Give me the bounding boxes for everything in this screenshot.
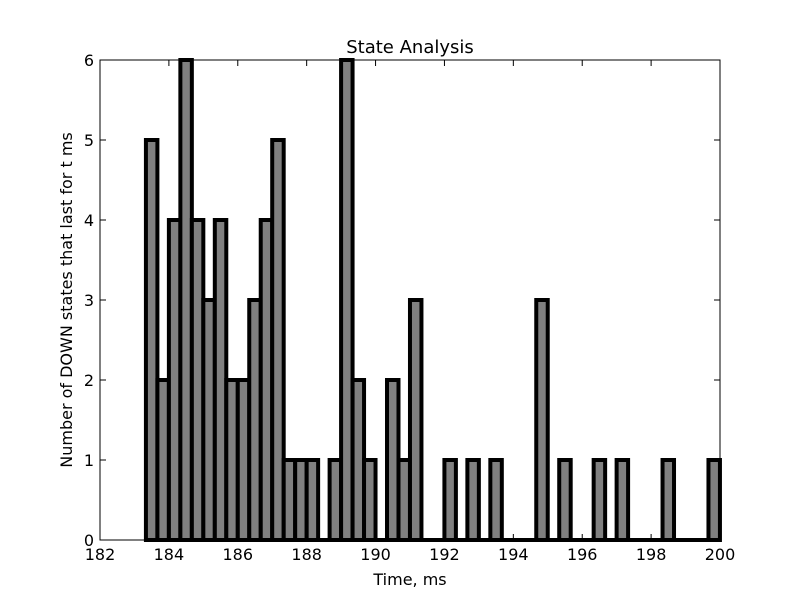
axis-ticks: 182 184 186 188 190 192 194 196 198 200 0 1 2 3 4 5 6 — [84, 51, 735, 564]
histogram-bar — [591, 458, 608, 542]
y-tick-label: 3 — [84, 291, 94, 310]
y-tick-label: 6 — [84, 51, 94, 70]
y-tick-label: 4 — [84, 211, 94, 230]
x-tick-label: 182 — [85, 545, 116, 564]
x-tick-label: 200 — [705, 545, 736, 564]
x-axis-label: Time, ms — [372, 570, 446, 589]
histogram-bar — [557, 458, 573, 542]
histogram-bar — [706, 458, 722, 542]
chart-title: State Analysis — [346, 37, 474, 58]
histogram-bar — [534, 298, 550, 542]
y-tick-label: 5 — [84, 131, 94, 150]
histogram-bar — [442, 458, 458, 542]
y-axis-label: Number of DOWN states that last for t ms — [57, 132, 76, 468]
x-tick-label: 196 — [567, 545, 598, 564]
x-tick-label: 192 — [429, 545, 460, 564]
y-tick-label: 0 — [84, 531, 94, 550]
x-tick-label: 194 — [498, 545, 529, 564]
histogram-bar — [465, 458, 481, 542]
x-tick-label: 188 — [291, 545, 322, 564]
plot-area — [99, 58, 722, 542]
x-tick-label: 198 — [636, 545, 667, 564]
y-tick-label: 1 — [84, 451, 94, 470]
x-tick-label: 186 — [223, 545, 254, 564]
histogram-bar — [488, 458, 504, 542]
histogram-bar — [362, 458, 378, 542]
histogram-bar — [614, 458, 631, 542]
y-tick-label: 2 — [84, 371, 94, 390]
x-tick-label: 184 — [154, 545, 185, 564]
histogram-bar — [304, 458, 321, 542]
histogram-bar — [407, 298, 424, 542]
x-tick-label: 190 — [360, 545, 391, 564]
histogram-bar — [660, 458, 677, 542]
